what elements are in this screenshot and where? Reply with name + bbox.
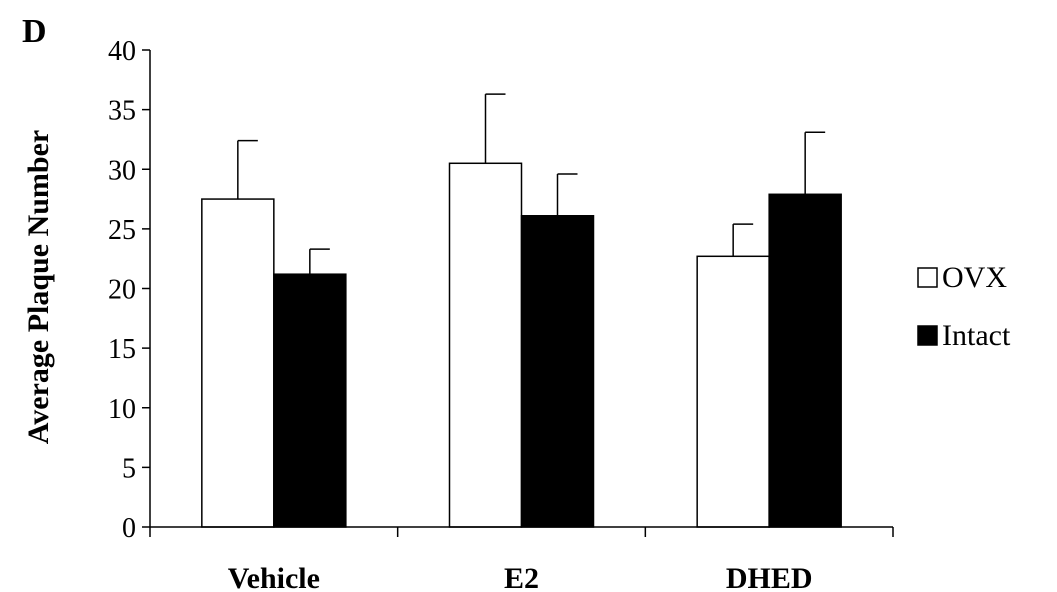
axes-group: 0 5 10 15 20 25 30 35 40 Vehicle E2 DHED [108, 36, 894, 592]
y-tick-label: 5 [122, 453, 136, 484]
error-bars-group [237, 93, 826, 275]
legend: OVX Intact [917, 261, 1011, 352]
y-tick-label: 0 [122, 513, 136, 544]
bar-intact-dhed [768, 193, 842, 528]
y-tick-label: 15 [108, 334, 136, 365]
y-tick-label: 40 [108, 36, 136, 67]
x-tick-label-dhed: DHED [726, 562, 813, 592]
bar-ovx-dhed [696, 255, 770, 528]
bar-ovx-e2 [448, 162, 523, 528]
bar-intact-e2 [520, 215, 595, 528]
legend-label-ovx: OVX [942, 261, 1007, 294]
legend-swatch-ovx [917, 267, 938, 288]
panel-label: D [22, 13, 47, 50]
legend-swatch-intact [917, 325, 938, 346]
y-axis-label: Average Plaque Number [22, 130, 55, 444]
bar-ovx-vehicle [201, 198, 275, 528]
legend-label-intact: Intact [942, 319, 1011, 352]
y-tick-label: 35 [108, 96, 136, 127]
bar-intact-vehicle [273, 273, 347, 528]
y-tick-label: 20 [108, 275, 136, 306]
x-tick-label-e2: E2 [504, 562, 539, 592]
x-tick-label-vehicle: Vehicle [228, 562, 320, 592]
y-tick-label: 10 [108, 394, 136, 425]
y-tick-label: 25 [108, 215, 136, 246]
y-tick-label: 30 [108, 155, 136, 186]
bars-group [201, 162, 842, 528]
